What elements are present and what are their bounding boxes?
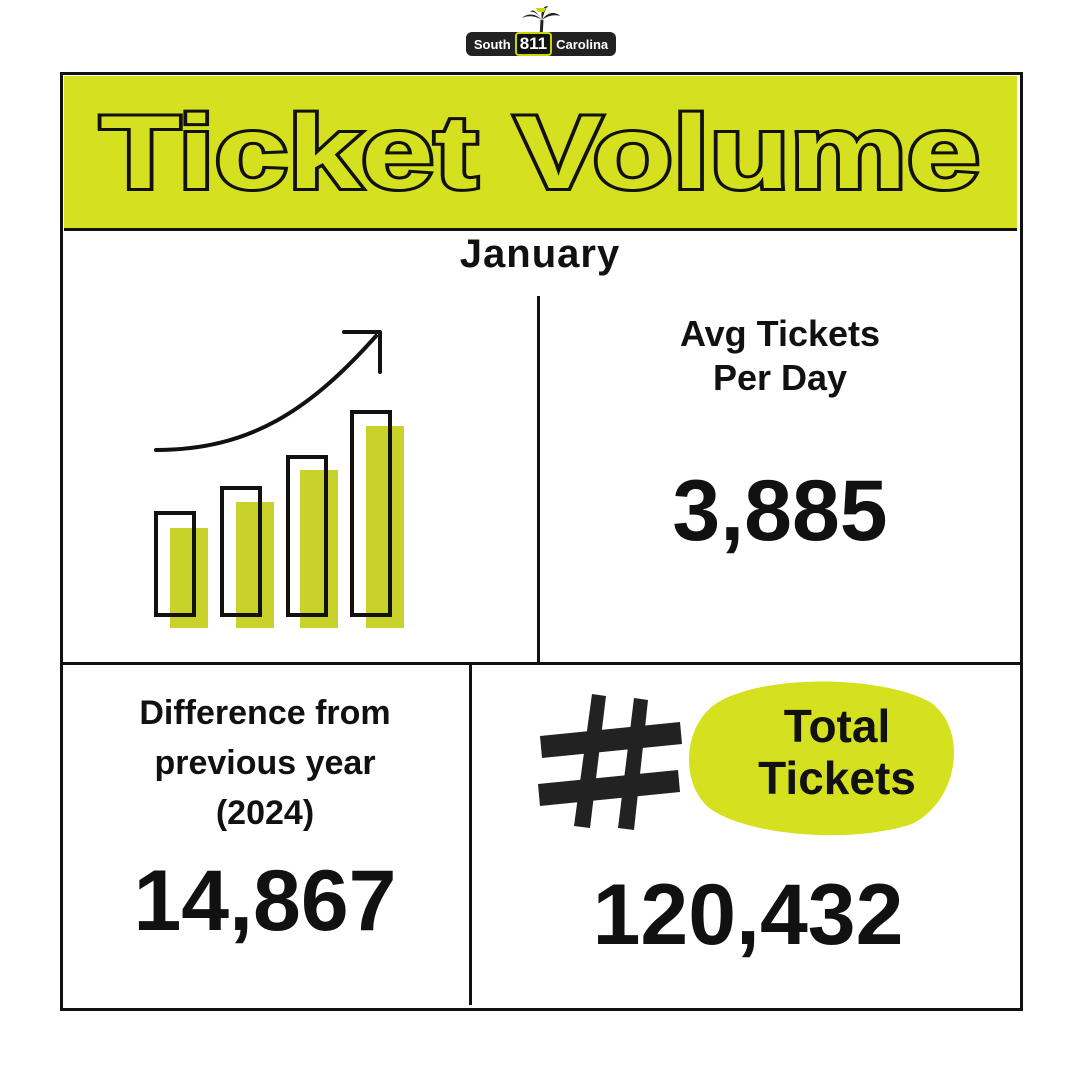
avg-label-line2: Per Day xyxy=(712,357,848,398)
difference-label-line2: previous year xyxy=(154,744,376,782)
difference-label-line3: (2024) xyxy=(215,794,315,832)
page-title: Ticket Volume xyxy=(100,95,980,211)
logo-right-text: Carolina xyxy=(556,36,609,52)
total-tickets-highlight-blob xyxy=(689,681,954,836)
total-label-line2: Tickets xyxy=(758,752,916,804)
total-label-line1: Total xyxy=(783,700,891,752)
difference-label: Difference from previous year (2024) xyxy=(70,688,460,838)
bar-chart-rising-arrow-icon xyxy=(154,330,404,628)
logo-left-text: South xyxy=(473,36,511,52)
avg-tickets-value: 3,885 xyxy=(672,463,888,559)
total-tickets-label: Total Tickets xyxy=(742,700,932,804)
hash-icon xyxy=(538,694,682,830)
title-banner: Ticket Volume xyxy=(64,76,1017,231)
divider-horizontal xyxy=(60,662,1020,665)
logo-badge: South 811 Carolina xyxy=(466,32,616,56)
divider-vertical-bottom xyxy=(469,664,472,1005)
logo-number: 811 xyxy=(514,32,553,56)
avg-label-line1: Avg Tickets xyxy=(679,313,881,354)
divider-vertical-top xyxy=(537,296,540,664)
title-text-graphic: Ticket Volume xyxy=(97,92,983,214)
difference-value: 14,867 xyxy=(133,853,397,949)
infographic-frame xyxy=(60,72,1023,1011)
avg-tickets-label: Avg Tickets Per Day xyxy=(560,312,1000,400)
total-tickets-value: 120,432 xyxy=(592,867,904,963)
south-811-carolina-logo: South 811 Carolina xyxy=(466,6,616,66)
difference-label-line1: Difference from xyxy=(139,694,391,732)
month-label: January xyxy=(459,232,621,276)
